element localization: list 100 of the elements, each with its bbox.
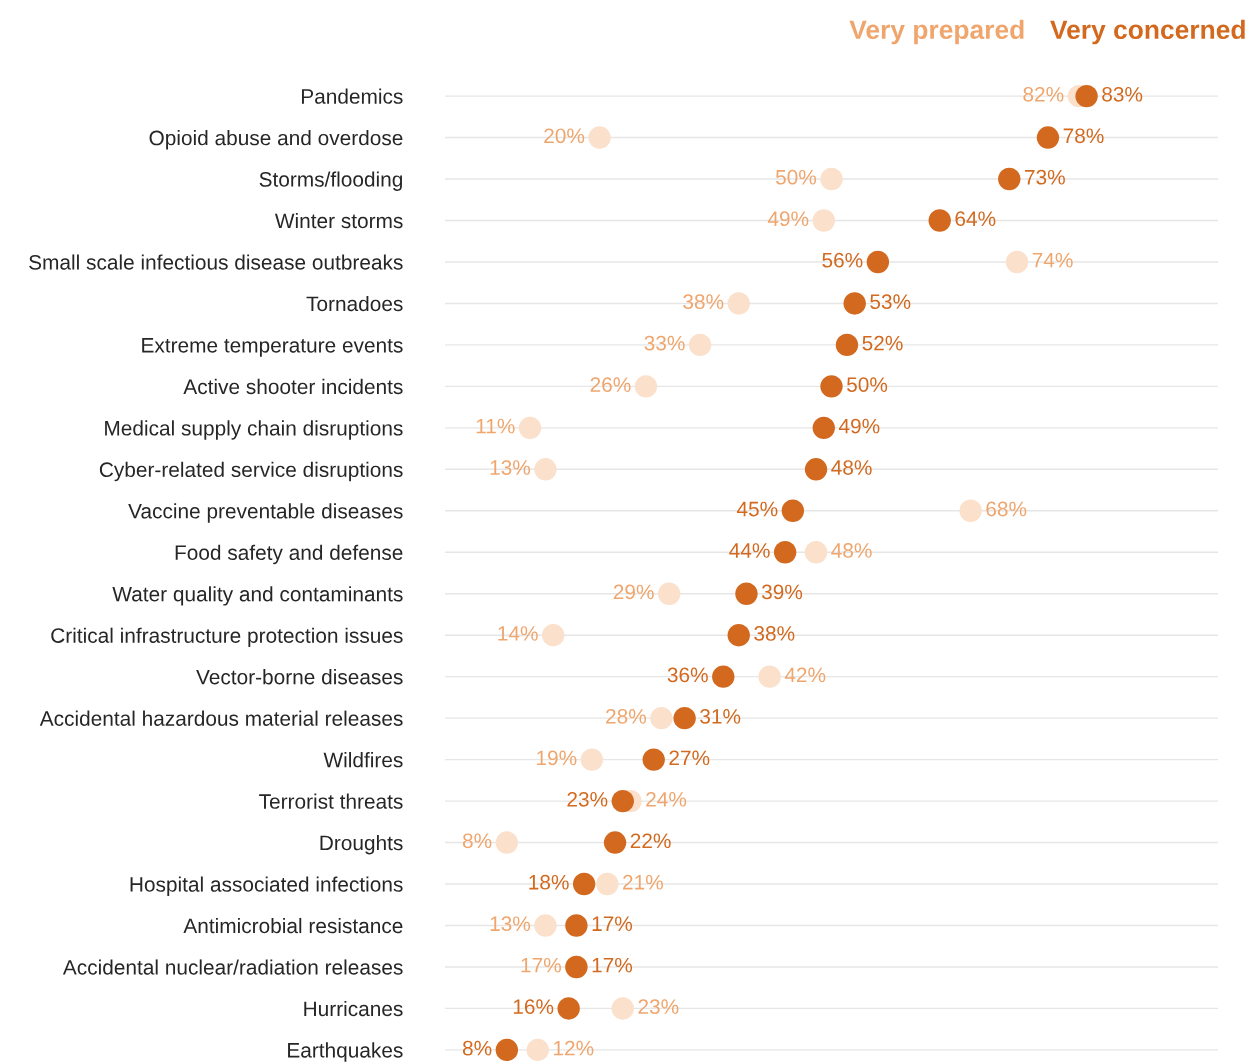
- point: [781, 499, 805, 522]
- data-label: 38%: [754, 626, 795, 641]
- data-label: 27%: [669, 750, 710, 766]
- point: [727, 292, 750, 315]
- y-tick-label: Opioid abuse and overdose: [149, 130, 403, 150]
- data-label: 39%: [761, 584, 803, 600]
- point: [518, 416, 542, 440]
- data-label: 8%: [462, 833, 492, 849]
- y-tick-label: Accidental hazardous material releases: [39, 710, 403, 726]
- data-label: 23%: [638, 999, 679, 1015]
- point: [866, 250, 890, 274]
- y-tick-label: Earthquakes: [288, 1042, 403, 1062]
- data-label: 19%: [537, 750, 577, 766]
- point: [534, 914, 557, 937]
- data-label: 53%: [870, 294, 911, 310]
- data-label: 11%: [476, 418, 515, 434]
- data-label: 42%: [784, 667, 826, 683]
- data-label: 26%: [590, 377, 631, 392]
- data-label: 8%: [462, 1040, 492, 1056]
- point: [534, 458, 557, 481]
- data-label: 49%: [767, 211, 809, 227]
- point: [1005, 250, 1029, 274]
- data-label: 17%: [521, 957, 561, 973]
- data-label: 31%: [700, 708, 741, 724]
- data-label: 74%: [1032, 252, 1073, 268]
- point: [673, 706, 696, 730]
- data-label: 73%: [1025, 169, 1065, 185]
- data-label: 48%: [831, 460, 872, 475]
- point: [928, 209, 951, 232]
- data-label: 14%: [498, 626, 538, 641]
- data-label: 20%: [544, 128, 585, 144]
- point: [588, 126, 611, 149]
- point: [735, 582, 758, 605]
- data-label: 50%: [847, 377, 888, 392]
- data-label: 48%: [831, 543, 872, 558]
- y-tick-label: Medical supply chain disruptions: [105, 420, 403, 440]
- y-tick-label: Food safety and defense: [175, 544, 403, 565]
- y-tick-label: Winter storms: [274, 212, 403, 229]
- y-tick-label: Vaccine preventable diseases: [128, 503, 403, 523]
- point: [773, 541, 797, 564]
- y-tick-label: Terrorist threats: [259, 793, 403, 809]
- point: [611, 997, 634, 1020]
- point: [526, 1038, 549, 1062]
- point: [634, 375, 658, 398]
- data-label: 38%: [683, 294, 724, 310]
- data-label: 17%: [592, 916, 633, 931]
- data-label: 50%: [775, 169, 817, 185]
- y-tick-label: Extreme temperature events: [142, 338, 403, 357]
- data-label: 13%: [490, 916, 531, 932]
- point: [580, 748, 604, 771]
- point: [812, 416, 835, 440]
- y-tick-label: Active shooter incidents: [183, 378, 403, 395]
- point: [603, 831, 627, 854]
- data-label: 28%: [606, 708, 647, 724]
- y-tick-label: Antimicrobial resistance: [183, 917, 403, 934]
- point: [642, 748, 665, 771]
- point: [572, 872, 596, 896]
- point: [843, 292, 866, 315]
- point: [820, 167, 843, 191]
- point: [727, 624, 750, 647]
- point: [959, 499, 982, 522]
- point: [596, 872, 619, 896]
- point: [495, 831, 519, 854]
- y-tick-label: Accidental nuclear/radiation releases: [62, 959, 403, 975]
- point: [998, 167, 1021, 191]
- data-label: 21%: [623, 874, 663, 890]
- data-label: 52%: [862, 335, 903, 351]
- y-tick-label: Vector-borne diseases: [196, 669, 403, 685]
- data-label: 18%: [529, 874, 569, 890]
- point: [758, 665, 781, 688]
- y-tick-label: Hospital associated infections: [130, 876, 403, 896]
- text: Very prepared: [849, 19, 1024, 45]
- data-label: 49%: [838, 418, 880, 434]
- y-tick-label: Droughts: [320, 835, 403, 855]
- point: [542, 624, 565, 647]
- point: [804, 541, 828, 564]
- data-label: 56%: [822, 252, 863, 268]
- point: [688, 333, 712, 357]
- point: [557, 997, 580, 1020]
- data-label: 23%: [567, 791, 608, 807]
- point: [650, 706, 673, 730]
- data-label: 12%: [554, 1040, 594, 1056]
- point: [812, 209, 835, 232]
- y-tick-label: Hurricanes: [304, 1000, 403, 1017]
- point: [804, 458, 828, 481]
- point: [1075, 84, 1098, 108]
- point: [657, 582, 681, 605]
- data-label: 83%: [1102, 86, 1143, 102]
- point: [495, 1038, 519, 1062]
- point: [835, 333, 859, 357]
- point: [712, 665, 735, 688]
- data-label: 78%: [1063, 128, 1104, 144]
- data-label: 33%: [644, 335, 685, 351]
- data-label: 17%: [592, 957, 633, 973]
- data-label: 13%: [490, 460, 531, 475]
- data-label: 36%: [667, 667, 708, 683]
- data-label: 22%: [630, 833, 671, 849]
- point: [1036, 126, 1060, 149]
- y-tick-label: Water quality and contaminants: [112, 586, 403, 606]
- data-label: 64%: [955, 211, 996, 227]
